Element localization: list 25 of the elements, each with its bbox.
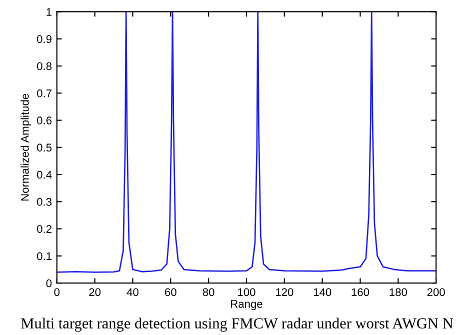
y-tick-label: 0.3	[37, 198, 52, 206]
x-tick-label: 80	[202, 288, 214, 296]
y-tick-label: 0	[46, 279, 52, 288]
y-tick-label: 0.5	[37, 144, 52, 152]
x-tick-label: 200	[427, 288, 445, 296]
x-tick-label: 160	[352, 288, 370, 296]
text: Multi target range detection using FMCW radar under worst AWGN N	[21, 318, 453, 332]
x-tick-label: 120	[276, 288, 294, 296]
x-tick-label: 100	[238, 288, 256, 296]
x-tick-label: 60	[165, 288, 176, 296]
x-tick-label: 140	[314, 288, 332, 296]
y-tick-label: 0.7	[37, 89, 52, 98]
y-tick-label: 0.2	[37, 225, 52, 233]
x-tick-label: 20	[89, 288, 101, 296]
y-tick-label: 0.9	[37, 35, 52, 43]
x-tick-label: 180	[390, 288, 407, 296]
x-tick-label: 40	[126, 288, 138, 296]
x-axis-title: Range	[231, 300, 262, 310]
y-tick-label: 0.4	[37, 170, 52, 179]
y-tick-label: 0.8	[37, 62, 52, 70]
y-tick-label: 0.1	[37, 252, 52, 260]
y-tick-label: 1	[46, 8, 52, 16]
y-axis-title: Normalized Amplitude	[20, 94, 32, 201]
y-tick-label: 0.6	[37, 116, 52, 124]
x-tick-label: 0	[54, 288, 60, 296]
